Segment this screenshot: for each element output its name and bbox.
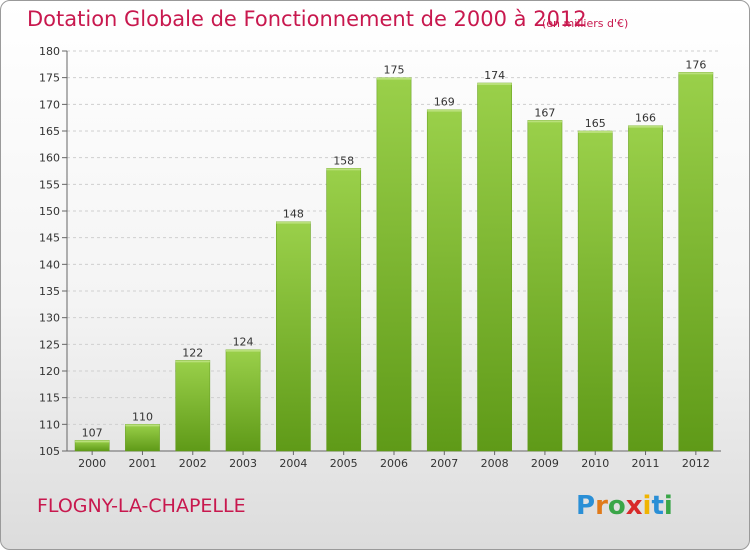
data-label-2005: 158: [333, 154, 354, 167]
x-tick-labels: 2000 2001 2002 2003 2004 2005 2006 2007 2008 2009…: [78, 451, 710, 470]
bar-highlight: [477, 83, 512, 85]
bar-2009: [527, 120, 563, 452]
data-label-2008: 174: [484, 69, 505, 82]
bar-highlight: [628, 125, 663, 128]
x-tick-label-2010: 2010: [581, 457, 609, 470]
logo-letter: o: [607, 491, 626, 521]
logo-letter: t: [651, 491, 664, 521]
y-tick-label: 110: [39, 418, 60, 431]
data-label-2007: 169: [434, 96, 455, 109]
logo-letter: i: [663, 491, 673, 521]
logo-letter: x: [625, 491, 643, 521]
proxiti-logo: Proxiti: [576, 491, 673, 521]
x-tick-label-2004: 2004: [279, 457, 307, 470]
bars: [74, 72, 714, 452]
data-label-2009: 167: [534, 106, 555, 119]
bar-highlight: [326, 168, 361, 171]
x-tick-label-2006: 2006: [380, 457, 408, 470]
y-tick-label: 125: [39, 338, 60, 351]
data-label-2004: 148: [283, 208, 304, 221]
data-label-2010: 165: [585, 117, 606, 130]
y-tick-label: 150: [39, 205, 60, 218]
x-tick-label-2011: 2011: [632, 457, 660, 470]
x-tick-label-2003: 2003: [229, 457, 257, 470]
bar-highlight: [678, 72, 713, 75]
data-label-2006: 175: [384, 64, 405, 77]
y-tick-label: 160: [39, 152, 60, 165]
y-tick-label: 145: [39, 232, 60, 245]
data-labels: 107 110 122 124 148 158 175 169 174 167 165 166 176: [82, 58, 707, 439]
bar-highlight: [75, 440, 110, 443]
bar-2003: [225, 349, 261, 452]
bar-2012: [678, 72, 714, 452]
data-label-2002: 122: [182, 346, 203, 359]
bar-highlight: [276, 221, 311, 224]
x-tick-label-2007: 2007: [430, 457, 458, 470]
bar-2011: [628, 125, 663, 452]
logo-letter: i: [642, 491, 652, 521]
x-tick-label-2005: 2005: [330, 457, 358, 470]
y-tick-label: 140: [39, 258, 60, 271]
bar-2005: [326, 168, 362, 452]
y-tick-label: 105: [39, 445, 60, 458]
bar-2002: [175, 360, 211, 452]
x-tick-label-2000: 2000: [78, 457, 106, 470]
y-tick-label: 155: [39, 178, 60, 191]
y-tick-label: 120: [39, 365, 60, 378]
bar-2004: [276, 221, 311, 452]
x-tick-label-2012: 2012: [682, 457, 710, 470]
data-label-2012: 176: [685, 58, 706, 71]
y-tick-label: 180: [39, 45, 60, 58]
data-label-2011: 166: [635, 112, 656, 125]
logo-letter: P: [576, 491, 596, 521]
y-tick-label: 130: [39, 312, 60, 325]
x-tick-label-2008: 2008: [481, 457, 509, 470]
bar-highlight: [427, 109, 462, 112]
bar-2006: [376, 77, 412, 452]
bar-highlight: [578, 131, 613, 133]
chart-title: Dotation Globale de Fonctionnement de 20…: [27, 7, 587, 31]
x-tick-label-2009: 2009: [531, 457, 559, 470]
bar-highlight: [225, 349, 261, 352]
y-tick-label: 170: [39, 98, 60, 111]
x-tick-label-2001: 2001: [128, 457, 156, 470]
x-tick-label-2002: 2002: [179, 457, 207, 470]
data-label-2003: 124: [233, 336, 254, 349]
data-label-2000: 107: [82, 426, 103, 439]
bar-2008: [477, 82, 512, 452]
commune-name: FLOGNY-LA-CHAPELLE: [37, 495, 246, 517]
logo-letter: r: [595, 491, 608, 521]
bar-2007: [426, 109, 462, 452]
data-label-2001: 110: [132, 410, 153, 423]
y-tick-labels: 105 110 115 120 125 130 135 140 145 150 155 160 165 1…: [39, 45, 67, 458]
bar-highlight: [527, 120, 563, 123]
bar-2001: [125, 424, 160, 452]
bar-highlight: [376, 77, 412, 80]
y-tick-label: 135: [39, 285, 60, 298]
y-tick-label: 175: [39, 72, 60, 85]
chart-subtitle: (en milliers d'€): [542, 17, 629, 30]
y-tick-label: 115: [39, 392, 60, 405]
bar-highlight: [175, 360, 210, 363]
bar-2010: [577, 130, 613, 452]
bar-highlight: [125, 424, 160, 427]
y-tick-label: 165: [39, 125, 60, 138]
